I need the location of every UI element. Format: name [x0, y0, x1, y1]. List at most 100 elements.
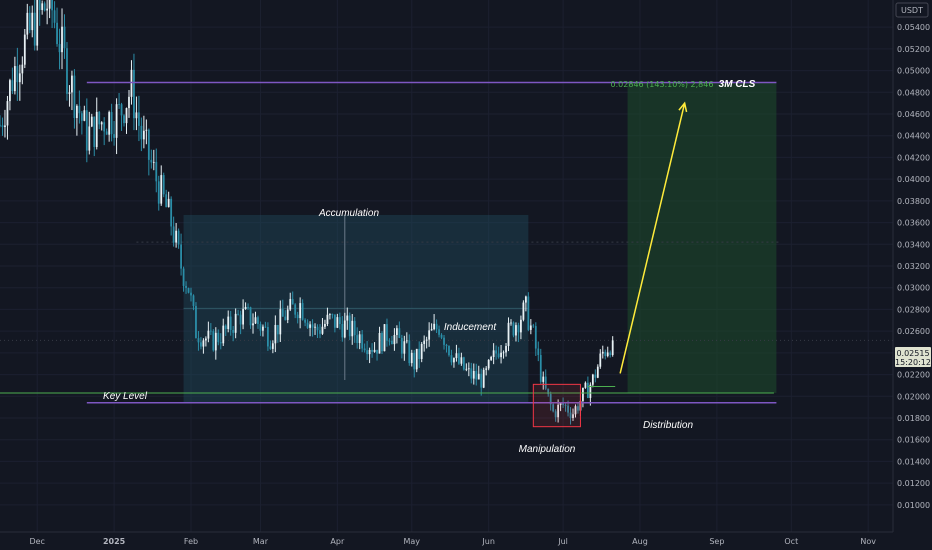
candle-body: [467, 368, 470, 370]
candle-body: [252, 323, 254, 326]
candle-body: [329, 314, 331, 316]
time-tick-label: May: [403, 537, 420, 546]
candle-body: [242, 308, 244, 325]
candle-body: [222, 325, 225, 344]
candle-body: [391, 340, 393, 345]
candle-body: [319, 330, 321, 334]
price-tick-label: 0.01600: [897, 436, 930, 445]
candle-body: [557, 404, 560, 418]
candle-body: [415, 348, 418, 370]
candle-body: [296, 314, 299, 319]
candle-body: [4, 125, 6, 128]
candle-body: [26, 12, 29, 35]
candle-body: [398, 328, 401, 338]
candle-body: [150, 159, 153, 163]
candle-body: [381, 332, 383, 352]
price-tick-label: 0.03000: [897, 284, 930, 293]
price-tick-label: 0.01400: [897, 457, 930, 466]
candle-body: [490, 356, 493, 360]
candle-body: [522, 302, 525, 320]
candle-body: [477, 373, 480, 380]
candle-body: [599, 353, 602, 367]
annotation-key-level: Key Level: [103, 391, 148, 402]
candle-body: [182, 268, 185, 286]
candle-body: [301, 303, 304, 320]
candle-body: [596, 366, 599, 378]
price-tick-label: 0.02800: [897, 305, 930, 314]
candle-body: [249, 307, 252, 326]
candle-body: [46, 8, 49, 11]
candle-body: [16, 66, 19, 83]
candle-body: [584, 382, 587, 388]
candle-body: [247, 306, 249, 308]
candle-body: [269, 346, 272, 349]
time-tick-label: 2025: [103, 537, 126, 546]
candle-body: [510, 322, 512, 324]
candle-body: [83, 110, 86, 121]
candle-body: [346, 315, 349, 321]
candle-body: [113, 134, 116, 138]
candle-body: [455, 353, 458, 359]
candle-body: [529, 325, 532, 330]
candle-body: [93, 116, 96, 147]
candle-body: [418, 348, 421, 359]
candle-body: [291, 299, 294, 305]
candle-body: [88, 126, 91, 151]
candle-body: [187, 287, 190, 293]
price-axis-panel[interactable]: [893, 0, 932, 532]
bar-countdown-label: 15:20:12: [895, 358, 931, 367]
candle-body: [324, 323, 326, 327]
candle-body: [21, 64, 24, 74]
candle-body: [438, 329, 440, 335]
candle-body: [41, 3, 44, 10]
candle-body: [383, 324, 386, 352]
candle-body: [353, 320, 356, 336]
candle-body: [609, 352, 612, 355]
candle-body: [388, 340, 391, 342]
candle-body: [460, 357, 463, 364]
candle-body: [197, 338, 200, 343]
candle-body: [172, 226, 175, 243]
candle-body: [204, 338, 207, 341]
candle-body: [160, 175, 163, 204]
time-tick-label: Mar: [253, 537, 269, 546]
candle-body: [348, 315, 351, 337]
time-axis-panel[interactable]: [0, 532, 932, 550]
candle-body: [192, 295, 195, 306]
candle-body: [532, 325, 535, 327]
candle-body: [435, 323, 438, 330]
price-tick-label: 0.04600: [897, 110, 930, 119]
candle-body: [33, 12, 36, 46]
time-tick-label: Jul: [557, 537, 568, 546]
candle-body: [343, 320, 346, 338]
candle-body: [279, 309, 282, 335]
candle-body: [527, 296, 530, 330]
price-tick-label: 0.03800: [897, 197, 930, 206]
candle-body: [212, 331, 215, 351]
candle-body: [294, 304, 297, 315]
candle-body: [51, 0, 53, 11]
candle-body: [157, 181, 160, 204]
candle-body: [103, 122, 106, 132]
candle-body: [544, 376, 547, 389]
candle-body: [333, 314, 336, 328]
candle-body: [497, 353, 500, 358]
currency-box[interactable]: [895, 2, 929, 18]
candles-layer: [0, 0, 614, 425]
candle-body: [289, 299, 292, 310]
candle-body: [286, 309, 289, 320]
candle-body: [284, 316, 287, 320]
candle-body: [66, 48, 68, 94]
price-tick-label: 0.02200: [897, 371, 930, 380]
candle-body: [200, 342, 202, 347]
candle-body: [475, 371, 478, 380]
candle-body: [445, 344, 448, 346]
manipulation-box: [532, 383, 581, 428]
current-price-box: [895, 347, 931, 367]
candle-body: [534, 326, 537, 349]
candle-body: [28, 12, 31, 31]
candle-body: [271, 343, 274, 349]
candle-body: [209, 330, 212, 332]
candle-body: [61, 26, 63, 53]
